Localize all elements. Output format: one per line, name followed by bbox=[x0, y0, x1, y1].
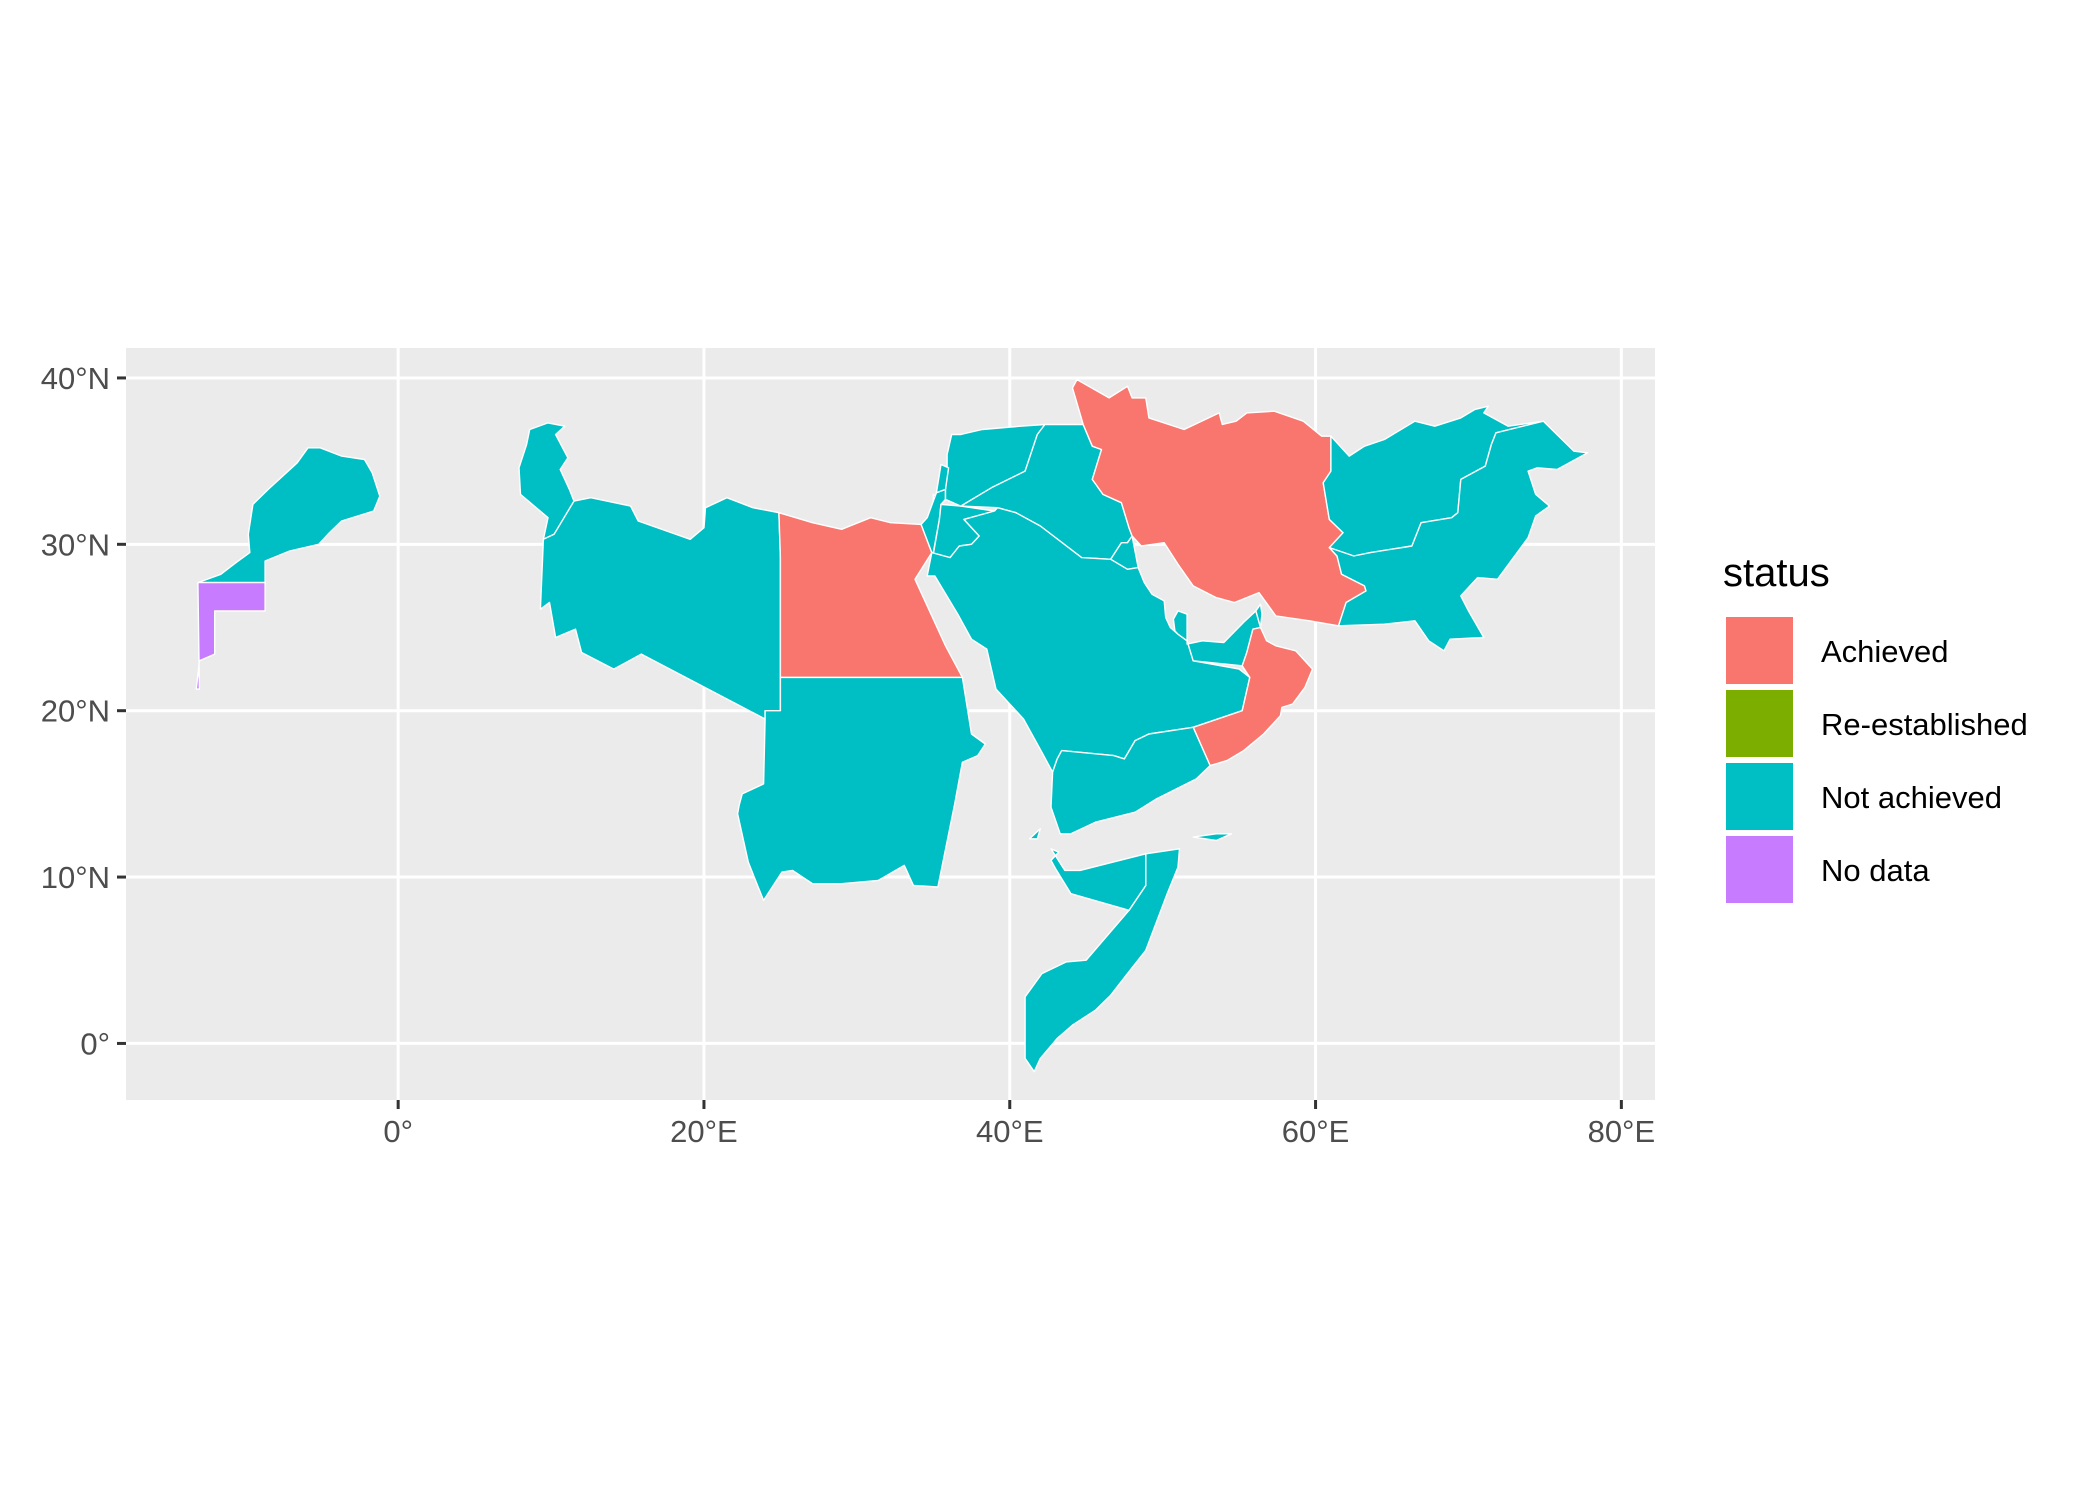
legend: status Achieved Re-established Not achieve… bbox=[1723, 551, 2028, 905]
country-region bbox=[778, 512, 964, 679]
legend-title: status bbox=[1723, 551, 1830, 595]
axes: 0° 20°E 40°E 60°E 80°E 0° 10°N 20°N 30°N 40°N bbox=[41, 361, 1655, 1149]
y-tick-label: 10°N bbox=[41, 860, 110, 895]
legend-key bbox=[1724, 761, 1795, 832]
country-region bbox=[1328, 420, 1589, 652]
x-tick-label: 60°E bbox=[1282, 1114, 1350, 1149]
country-regions bbox=[195, 378, 1589, 1073]
y-tick-label: 30°N bbox=[41, 527, 110, 562]
country-region bbox=[736, 676, 986, 902]
y-tick-label: 0° bbox=[80, 1026, 110, 1061]
y-tick-label: 20°N bbox=[41, 694, 110, 729]
x-tick-label: 20°E bbox=[670, 1114, 738, 1149]
country-region bbox=[1255, 603, 1263, 629]
legend-label: No data bbox=[1821, 853, 1930, 888]
country-region bbox=[935, 463, 950, 494]
x-tick-label: 40°E bbox=[976, 1114, 1044, 1149]
y-tick-label: 40°N bbox=[41, 361, 110, 396]
x-tick-label: 0° bbox=[383, 1114, 413, 1149]
country-region bbox=[1024, 848, 1181, 1073]
country-region bbox=[518, 422, 575, 540]
country-region bbox=[1050, 848, 1147, 911]
legend-key bbox=[1724, 834, 1795, 905]
country-region bbox=[1050, 726, 1211, 835]
x-tick-label: 80°E bbox=[1588, 1114, 1656, 1149]
legend-key bbox=[1724, 615, 1795, 686]
country-region bbox=[1192, 833, 1233, 842]
country-region bbox=[1172, 610, 1188, 642]
country-region bbox=[1192, 626, 1314, 767]
legend-label: Not achieved bbox=[1821, 780, 2002, 815]
country-region bbox=[197, 447, 381, 584]
legend-label: Achieved bbox=[1821, 634, 1949, 669]
country-region bbox=[195, 581, 266, 690]
legend-key bbox=[1724, 688, 1795, 759]
country-region bbox=[1028, 828, 1041, 840]
legend-label: Re-established bbox=[1821, 707, 2028, 742]
